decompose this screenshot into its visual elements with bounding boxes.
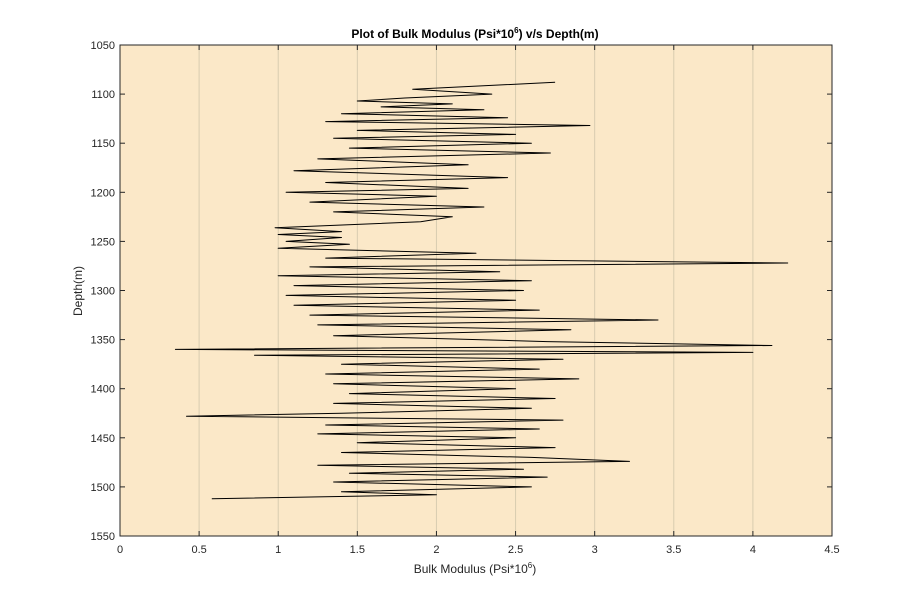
x-tick-label: 4.5 xyxy=(824,544,839,556)
y-tick-label: 1300 xyxy=(91,286,115,298)
y-tick-label: 1450 xyxy=(91,433,115,445)
y-tick-label: 1400 xyxy=(91,384,115,396)
y-tick-label: 1200 xyxy=(91,187,115,199)
y-tick-label: 1100 xyxy=(91,89,115,101)
y-axis: 1050 1100 1150 1200 1250 1300 1350 1400 1450 1500… xyxy=(91,40,832,543)
x-tick-label: 3 xyxy=(592,544,598,556)
x-tick-label: 3.5 xyxy=(666,544,681,556)
y-axis-label: Depth(m) xyxy=(71,266,85,316)
x-axis-label: Bulk Modulus (Psi*106) xyxy=(414,561,537,576)
x-tick-label: 0.5 xyxy=(191,544,206,556)
y-tick-label: 1050 xyxy=(91,40,115,52)
y-tick-label: 1250 xyxy=(91,236,115,248)
y-tick-label: 1500 xyxy=(91,482,115,494)
x-tick-label: 4 xyxy=(750,544,756,556)
chart-title: Plot of Bulk Modulus (Psi*106) v/s Depth… xyxy=(351,26,598,41)
x-tick-label: 2.5 xyxy=(508,544,523,556)
y-tick-label: 1150 xyxy=(91,138,115,150)
x-tick-label: 1 xyxy=(275,544,281,556)
x-tick-label: 1.5 xyxy=(350,544,365,556)
y-tick-label: 1550 xyxy=(91,531,115,543)
series-group xyxy=(174,81,789,500)
series-line xyxy=(174,81,789,500)
grid-lines xyxy=(198,45,754,536)
x-axis: 0 0.5 1 1.5 2 2.5 3 3.5 4 4.5 xyxy=(117,45,840,556)
x-tick-label: 0 xyxy=(117,544,123,556)
y-tick-label: 1350 xyxy=(91,335,115,347)
plot-area xyxy=(120,45,832,536)
x-tick-label: 2 xyxy=(433,544,439,556)
